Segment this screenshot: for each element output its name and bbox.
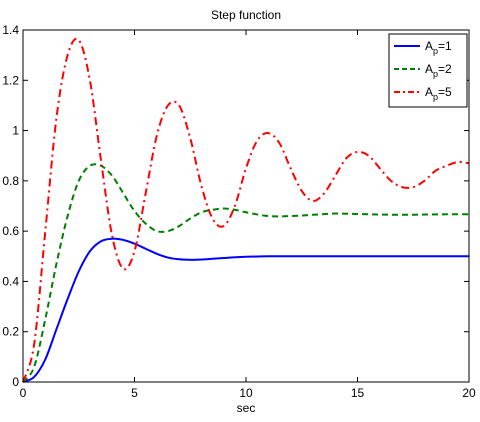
series-layer xyxy=(22,37,470,383)
x-tick-label: 0 xyxy=(20,386,27,400)
legend-label-3: Ap=5 xyxy=(425,85,452,102)
x-tick-label: 10 xyxy=(239,386,253,400)
x-tick-label: 15 xyxy=(351,386,365,400)
y-tick-label: 0.6 xyxy=(2,224,19,238)
x-axis-label: sec xyxy=(237,401,256,415)
plot-frame xyxy=(22,29,470,383)
legend: Ap=1 Ap=2 Ap=5 xyxy=(388,33,468,108)
y-tick-label: 0.8 xyxy=(2,174,19,188)
x-tick-label: 5 xyxy=(131,386,138,400)
chart-title: Step function xyxy=(211,8,281,22)
y-tick-label: 1.2 xyxy=(2,73,19,87)
y-tick-label: 0.4 xyxy=(2,274,19,288)
series-line-1 xyxy=(22,237,469,383)
y-tick-label: 0 xyxy=(12,375,19,389)
y-tick-label: 0.2 xyxy=(2,325,19,339)
series-line-2 xyxy=(22,163,470,383)
y-tick-label: 1.4 xyxy=(2,23,19,37)
legend-label-2: Ap=2 xyxy=(425,62,452,79)
x-tick-label: 20 xyxy=(462,386,476,400)
legend-label-1: Ap=1 xyxy=(425,39,452,56)
series-line-3 xyxy=(22,37,470,383)
y-tick-label: 1 xyxy=(12,124,19,138)
